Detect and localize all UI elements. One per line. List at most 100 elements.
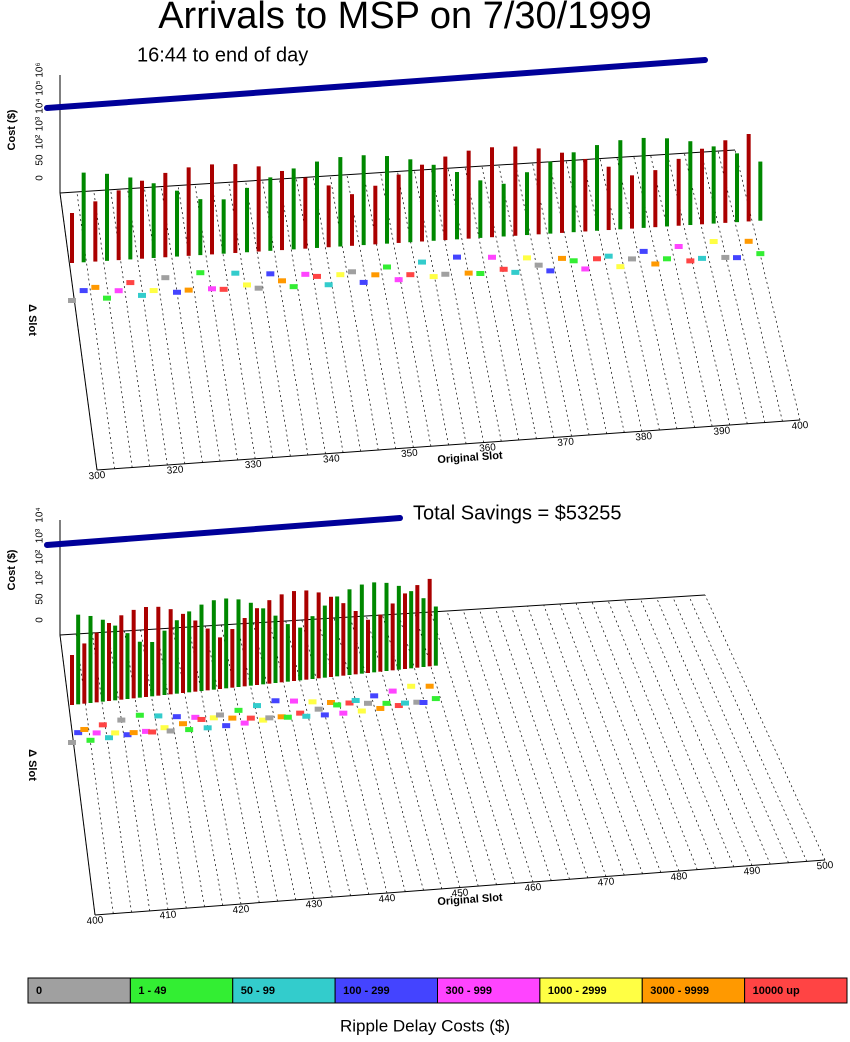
floor-line [684, 153, 748, 424]
slot-tick-label: 320 [166, 464, 184, 476]
bar [403, 593, 407, 669]
bar [359, 584, 364, 674]
strip [129, 730, 138, 736]
cost-tick-label: 10² [35, 549, 46, 564]
strip [148, 729, 157, 735]
strip [324, 282, 333, 288]
slot-axis-label: Δ Slot [26, 749, 38, 781]
bar [119, 615, 124, 700]
legend-label: 100 - 299 [343, 985, 389, 997]
strip [86, 737, 95, 743]
bar [347, 589, 352, 675]
floor-line [312, 176, 361, 452]
strip [709, 239, 718, 245]
strip [302, 713, 311, 719]
slot-tick-label: 420 [232, 904, 250, 916]
strip [429, 274, 438, 280]
floor-line [616, 157, 678, 429]
strip [172, 714, 181, 720]
strip [191, 714, 200, 720]
back-edge [59, 594, 706, 636]
cost-tick-label: 10⁴ [35, 98, 46, 113]
legend-title: Ripple Delay Costs ($) [340, 1016, 510, 1035]
floor-line [160, 186, 203, 463]
cost-tick-label: 10⁶ [35, 62, 46, 77]
strip [154, 713, 163, 719]
strip [283, 714, 292, 720]
floor-line [329, 175, 379, 451]
bar [513, 146, 518, 236]
bar [396, 585, 401, 670]
strip [196, 270, 205, 276]
strip [314, 706, 323, 712]
floor-line [380, 172, 432, 447]
floor-line [237, 623, 297, 900]
strip [351, 697, 360, 703]
floor-line [498, 164, 555, 438]
floor-line [382, 614, 461, 888]
strip [123, 732, 132, 738]
floor-line [156, 628, 205, 907]
bar [198, 199, 203, 256]
strip [546, 268, 555, 274]
cost-tick-label: 10⁵ [35, 80, 46, 95]
floor-line [478, 608, 570, 880]
bar [193, 620, 198, 692]
floor-line [464, 167, 520, 441]
strip [569, 258, 578, 264]
cost-curve [44, 57, 708, 111]
floor-line [317, 618, 388, 894]
cost-tick-label: 50 [35, 593, 46, 605]
bar [341, 603, 346, 676]
floor-line [656, 597, 771, 865]
slot-tick-label: 380 [635, 431, 653, 443]
bar [688, 141, 693, 226]
strip [581, 266, 590, 272]
floor-line [650, 155, 713, 427]
strip [336, 272, 345, 278]
strip [394, 277, 403, 283]
bar [329, 596, 333, 677]
bar [335, 596, 340, 677]
strip [413, 699, 422, 705]
bar [415, 585, 420, 668]
strip [383, 264, 391, 270]
strip [382, 700, 391, 706]
slot-tick-label: 340 [323, 453, 341, 465]
strip [142, 728, 150, 734]
cost-curve [44, 515, 403, 548]
cost-tick-label: 10⁴ [35, 507, 46, 522]
floor-line [734, 149, 801, 421]
bar [175, 190, 179, 257]
legend-swatch [232, 977, 336, 1004]
strip [401, 700, 409, 706]
bar [746, 133, 751, 222]
bar [385, 156, 389, 244]
y-axis-label: Cost ($) [6, 109, 18, 150]
bar [361, 155, 366, 246]
strip [639, 248, 648, 254]
slot-tick-label: 350 [401, 448, 419, 460]
bar [144, 607, 148, 697]
bar [242, 618, 247, 687]
bar [267, 600, 272, 684]
bar [186, 167, 191, 256]
bar [548, 161, 553, 234]
floor-line [194, 184, 238, 461]
strip [388, 688, 397, 694]
bar [420, 164, 424, 242]
floor-line [188, 626, 242, 905]
bar [224, 598, 229, 689]
bar [285, 624, 290, 682]
strip [359, 279, 368, 285]
bar [279, 594, 284, 683]
legend-label: 10000 up [753, 985, 800, 997]
bar [187, 611, 192, 693]
strip [243, 282, 251, 288]
bar [70, 213, 74, 263]
strip [240, 720, 249, 726]
strip [339, 710, 348, 716]
floor-line [144, 187, 186, 464]
bar [700, 148, 704, 225]
floor-line [414, 612, 497, 885]
